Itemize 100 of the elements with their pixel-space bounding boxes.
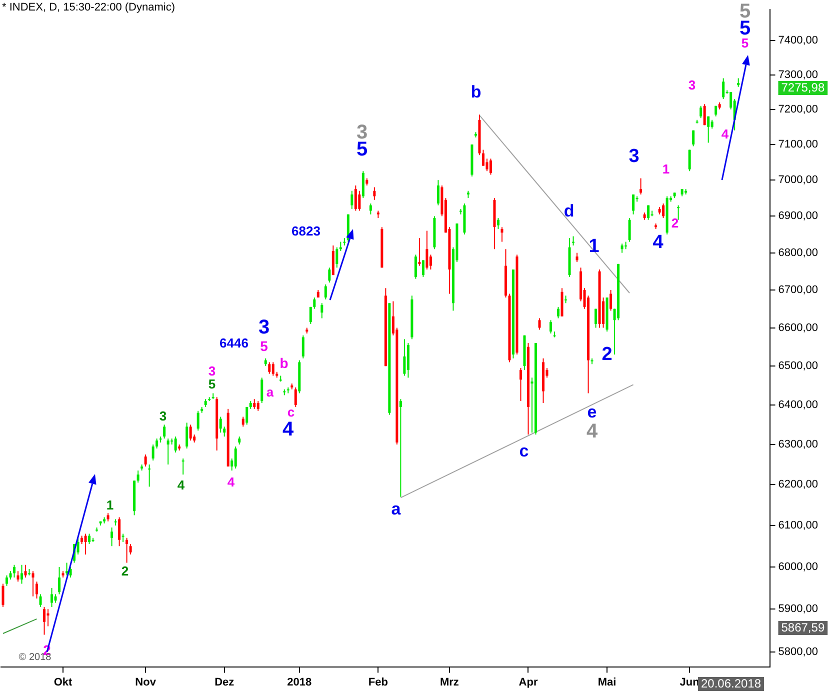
annotation: 4 [227, 474, 236, 490]
y-tick-label: 6900,00 [778, 210, 818, 222]
candlestick [58, 566, 61, 595]
candlestick [50, 587, 54, 608]
candlestick [242, 416, 244, 428]
candlestick [196, 410, 200, 432]
candlestick [36, 581, 38, 600]
candlestick [500, 226, 504, 242]
annotation: 6823 [292, 224, 320, 239]
candlestick [373, 186, 376, 200]
candlestick [260, 377, 264, 404]
annotation: 2 [671, 216, 679, 231]
x-tick-label: Mrz [440, 676, 460, 688]
annotation: 2 [602, 344, 612, 366]
annotation: 1 [106, 498, 114, 513]
candlestick [677, 204, 680, 220]
annotation: © 2018 [18, 652, 52, 663]
candlestick [313, 297, 316, 310]
annotation: 5 [208, 376, 216, 392]
candlestick [46, 608, 50, 627]
candlestick [302, 334, 304, 359]
candlestick [399, 398, 402, 498]
candlestick [418, 238, 421, 266]
candlestick [246, 406, 248, 426]
y-tick-label: 7000,00 [778, 174, 818, 186]
candlestick [426, 230, 428, 270]
candlestick [610, 290, 612, 312]
annotation: c [519, 442, 529, 461]
candlestick [144, 454, 147, 468]
annotation: a [266, 384, 274, 400]
text: 7275,98 [781, 80, 825, 94]
annotation: b [470, 82, 482, 102]
y-tick-label: 6200,00 [778, 478, 818, 491]
annotation: 3 [159, 408, 167, 424]
candlestick [576, 252, 578, 263]
candlestick [84, 533, 87, 555]
candlestick [39, 594, 42, 608]
candlestick [496, 218, 500, 230]
y-tick-label: 7200,00 [778, 103, 818, 116]
candlestick [414, 254, 417, 280]
x-tick-label: Jun [680, 676, 700, 688]
annotation: 6446 [220, 336, 248, 351]
y-tick-label: 6800,00 [778, 246, 818, 259]
candlestick [256, 400, 260, 412]
candlestick [328, 267, 331, 284]
y-tick-label: 7300,00 [778, 68, 818, 81]
candlestick [126, 537, 128, 564]
candlestick [223, 426, 226, 438]
annotation: c [287, 404, 295, 420]
annotation: 4 [652, 232, 664, 254]
candlestick [16, 570, 20, 582]
candlestick [354, 184, 357, 212]
candlestick [703, 104, 706, 126]
text: 5867,59 [781, 620, 825, 634]
candlestick [219, 416, 222, 434]
candlestick [594, 308, 598, 328]
annotation: 4 [177, 478, 186, 493]
annotation: 3 [208, 364, 216, 379]
candlestick [572, 236, 575, 246]
candlestick [294, 386, 297, 408]
candlestick [489, 158, 492, 176]
candlestick [118, 516, 121, 547]
candlestick [189, 424, 192, 442]
candlestick [436, 180, 440, 206]
candlestick [20, 564, 24, 584]
candlestick [152, 444, 154, 461]
candlestick [24, 564, 27, 578]
candlestick [136, 470, 140, 484]
candlestick [550, 320, 552, 334]
candlestick [309, 306, 312, 324]
candlestick [620, 243, 624, 254]
x-tick-label: Dez [214, 676, 235, 688]
x-tick-label: 2018 [287, 676, 312, 688]
candlestick [32, 570, 34, 597]
y-tick-label: 6000,00 [778, 560, 818, 573]
annotation: d [564, 202, 574, 221]
candlestick [69, 566, 72, 578]
candlestick [234, 446, 237, 470]
annotation: 5 [356, 138, 368, 161]
annotation: b [280, 354, 288, 371]
annotation: 3 [628, 146, 640, 168]
annotation: a [391, 500, 402, 519]
candlestick [343, 238, 346, 246]
candlestick [557, 306, 560, 319]
x-tick-label: Apr [518, 676, 538, 688]
candlestick [640, 178, 642, 195]
candlestick [722, 78, 725, 100]
candlestick [422, 260, 424, 278]
candlestick [336, 246, 338, 268]
y-tick-label: 6600,00 [778, 322, 818, 334]
annotation: 3 [258, 316, 270, 339]
text: 20.06.2018 [700, 676, 762, 690]
candlestick [43, 606, 46, 636]
x-tick-label: Nov [135, 676, 157, 688]
candlestick [268, 362, 271, 374]
y-tick-label: 6100,00 [778, 520, 818, 532]
candlestick [358, 190, 361, 212]
candlestick [272, 362, 274, 376]
y-tick-label: 7400,00 [778, 34, 818, 47]
candlestick [647, 204, 650, 220]
